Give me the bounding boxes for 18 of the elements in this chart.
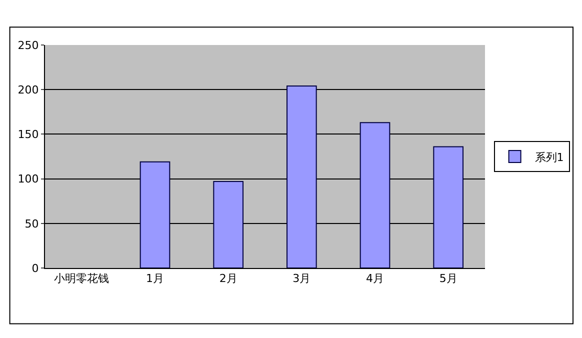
bar (433, 146, 464, 268)
y-tick-label: 150 (18, 128, 39, 142)
y-tick-label: 50 (24, 217, 39, 230)
bar (286, 86, 317, 268)
y-tick-label: 0 (32, 262, 39, 275)
bar (360, 122, 390, 268)
bar (140, 161, 170, 268)
bar (213, 180, 244, 268)
x-tick-label: 4月 (366, 272, 384, 286)
x-tick-label: 3月 (292, 272, 311, 286)
x-tick-label: 小明零花钱 (54, 272, 110, 286)
x-tick-label: 1月 (146, 272, 164, 286)
y-tick-label: 200 (18, 83, 39, 96)
x-tick-label: 5月 (439, 272, 458, 286)
x-tick-label: 2月 (219, 272, 238, 286)
y-tick-label: 100 (18, 172, 39, 186)
legend-label: 系列1 (534, 150, 564, 164)
y-tick-label: 250 (18, 38, 39, 52)
